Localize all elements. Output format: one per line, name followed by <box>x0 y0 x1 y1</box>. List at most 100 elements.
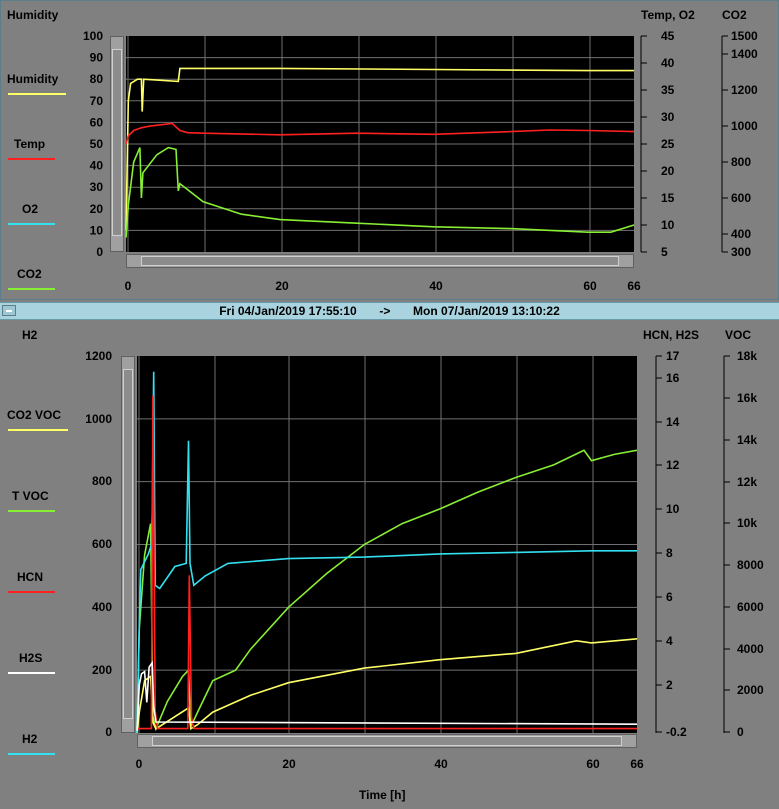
legend-swatch-co2 <box>8 288 55 290</box>
legend-label-hcn: HCN <box>17 570 43 584</box>
bottom-horizontal-scroll-thumb[interactable] <box>152 736 622 746</box>
top-left-tick-label: 40 <box>90 159 104 173</box>
time-range-arrow: -> <box>379 304 391 318</box>
bottom-far-right-tick-label: 14k <box>737 433 757 447</box>
bottom-right-tick-label: 2 <box>666 678 673 692</box>
bottom-vertical-scrollbar[interactable] <box>121 356 135 733</box>
top-right-tick-label: 25 <box>661 137 675 151</box>
top-far-right-tick-label: 1400 <box>731 47 758 61</box>
time-range-start: Fri 04/Jan/2019 17:55:10 <box>219 304 357 318</box>
top-right-tick-label: 45 <box>661 29 675 43</box>
bottom-far-right-axis-title: VOC <box>725 328 752 342</box>
bottom-right-tick-label: 4 <box>666 634 673 648</box>
time-range-bar: Fri 04/Jan/2019 17:55:10 -> Mon 07/Jan/2… <box>0 302 779 320</box>
top-right-tick-label: 5 <box>661 245 668 259</box>
bottom-right-tick-label: 17 <box>666 349 680 363</box>
bottom-left-tick-label: 800 <box>92 474 112 488</box>
top-left-tick-label: 90 <box>90 51 104 65</box>
bottom-far-right-tick-label: 6000 <box>737 600 764 614</box>
bottom-far-right-tick-label: 12k <box>737 475 757 489</box>
legend-swatch-humidity <box>8 93 66 95</box>
bottom-right-tick-label: 10 <box>666 502 680 516</box>
legend-swatch-temp <box>8 158 55 160</box>
bottom-left-tick-label: 600 <box>92 537 112 551</box>
legend-label-h2s: H2S <box>19 651 43 665</box>
bottom-x-axis-label: Time [h] <box>359 788 406 802</box>
top-right-tick-label: 15 <box>661 191 675 205</box>
time-range-text: Fri 04/Jan/2019 17:55:10 -> Mon 07/Jan/2… <box>0 304 779 318</box>
top-far-right-tick-label: 300 <box>731 245 751 259</box>
bottom-x-tick-label: 60 <box>586 757 600 771</box>
top-right-tick-label: 40 <box>661 56 675 70</box>
top-left-tick-label: 60 <box>90 115 104 129</box>
bottom-series-h2 <box>136 371 637 734</box>
bottom-far-right-tick-label: 8000 <box>737 558 764 572</box>
top-vertical-scrollbar[interactable] <box>110 36 124 252</box>
bottom-left-axis-title: H2 <box>22 328 38 342</box>
bottom-x-tick-label: 66 <box>630 757 644 771</box>
bottom-horizontal-scrollbar[interactable] <box>137 734 637 748</box>
top-right-tick-label: 30 <box>661 110 675 124</box>
top-far-right-axis-title: CO2 <box>722 8 747 22</box>
top-far-right-tick-label: 1000 <box>731 119 758 133</box>
bottom-right-tick-label: 14 <box>666 415 680 429</box>
top-left-tick-label: 0 <box>96 245 103 259</box>
bottom-far-right-tick-label: 4000 <box>737 642 764 656</box>
bottom-right-tick-label: 16 <box>666 371 680 385</box>
time-range-end: Mon 07/Jan/2019 13:10:22 <box>413 304 560 318</box>
top-far-right-tick-label: 1500 <box>731 29 758 43</box>
top-x-tick-label: 40 <box>429 279 443 293</box>
top-left-tick-label: 50 <box>90 137 104 151</box>
bottom-far-right-tick-label: 0 <box>737 725 744 739</box>
bottom-right-tick-label: 6 <box>666 590 673 604</box>
bottom-left-tick-label: 1200 <box>85 349 112 363</box>
top-left-axis-title: Humidity <box>7 8 59 22</box>
bottom-right-tick-label: 12 <box>666 458 680 472</box>
bottom-left-tick-label: 200 <box>92 663 112 677</box>
legend-label-o2: O2 <box>22 202 39 216</box>
top-right-tick-label: 20 <box>661 164 675 178</box>
top-far-right-tick-label: 800 <box>731 155 751 169</box>
bottom-x-tick-label: 20 <box>282 757 296 771</box>
top-left-tick-label: 80 <box>90 72 104 86</box>
top-left-tick-label: 30 <box>90 180 104 194</box>
bottom-left-tick-label: 400 <box>92 600 112 614</box>
bottom-series-h2s <box>136 660 638 731</box>
bottom-far-right-tick-label: 2000 <box>737 683 764 697</box>
top-left-tick-label: 10 <box>90 223 104 237</box>
top-x-tick-label: 0 <box>125 279 132 293</box>
bottom-series-co2-voc <box>136 638 638 734</box>
bottom-vertical-scroll-thumb[interactable] <box>123 369 133 719</box>
legend-swatch-o2 <box>8 223 55 225</box>
top-left-tick-label: 20 <box>90 202 104 216</box>
top-vertical-scroll-thumb[interactable] <box>112 49 122 236</box>
bottom-left-tick-label: 0 <box>105 725 112 739</box>
top-x-tick-label: 66 <box>627 279 641 293</box>
legend-label-humidity: Humidity <box>7 72 59 86</box>
legend-swatch-t-voc <box>8 510 55 512</box>
top-series-co2 <box>125 146 635 238</box>
legend-label-t-voc: T VOC <box>12 489 49 503</box>
top-x-tick-label: 60 <box>583 279 597 293</box>
bottom-series-t-voc <box>136 449 638 734</box>
bottom-right-tick-label: -0.2 <box>666 725 687 739</box>
top-horizontal-scrollbar[interactable] <box>126 254 634 268</box>
minimize-button[interactable] <box>2 305 16 316</box>
top-right-axis-title: Temp, O2 <box>641 8 695 22</box>
bottom-far-right-tick-label: 18k <box>737 349 757 363</box>
legend-swatch-h2s <box>8 672 55 674</box>
bottom-far-right-tick-label: 16k <box>737 391 757 405</box>
legend-swatch-hcn <box>8 591 55 593</box>
top-far-right-tick-label: 400 <box>731 227 751 241</box>
bottom-left-tick-label: 1000 <box>85 412 112 426</box>
bottom-far-right-tick-label: 10k <box>737 516 757 530</box>
top-x-tick-label: 20 <box>275 279 289 293</box>
top-series-temp <box>125 122 635 145</box>
top-horizontal-scroll-thumb[interactable] <box>141 256 619 266</box>
bottom-series-hcn <box>137 395 637 730</box>
bottom-x-tick-label: 40 <box>434 757 448 771</box>
top-right-tick-label: 35 <box>661 83 675 97</box>
top-right-tick-label: 10 <box>661 218 675 232</box>
top-left-tick-label: 70 <box>90 94 104 108</box>
legend-label-co2: CO2 <box>17 267 42 281</box>
